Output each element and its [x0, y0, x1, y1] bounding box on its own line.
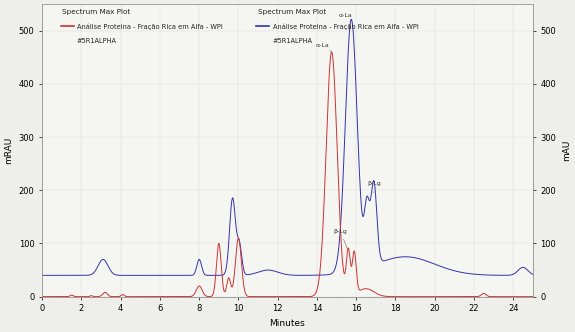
Text: Análise Proteina - Fração Rica em Alfa - WPI: Análise Proteina - Fração Rica em Alfa -…	[273, 23, 419, 30]
Y-axis label: mRAU: mRAU	[4, 137, 13, 164]
X-axis label: Minutes: Minutes	[270, 319, 305, 328]
Text: α-La: α-La	[316, 43, 332, 52]
Text: β-Lg: β-Lg	[367, 181, 381, 193]
Text: Análise Proteina - Fração Rica em Alfa - WPI: Análise Proteina - Fração Rica em Alfa -…	[76, 23, 223, 30]
Text: #5R1ALPHA: #5R1ALPHA	[76, 38, 117, 44]
Text: Spectrum Max Plot: Spectrum Max Plot	[62, 9, 130, 15]
Text: #5R1ALPHA: #5R1ALPHA	[273, 38, 313, 44]
Text: Spectrum Max Plot: Spectrum Max Plot	[258, 9, 327, 15]
Y-axis label: mAU: mAU	[562, 140, 571, 161]
Text: α-La: α-La	[339, 14, 352, 23]
Text: β-Lg: β-Lg	[334, 229, 347, 249]
